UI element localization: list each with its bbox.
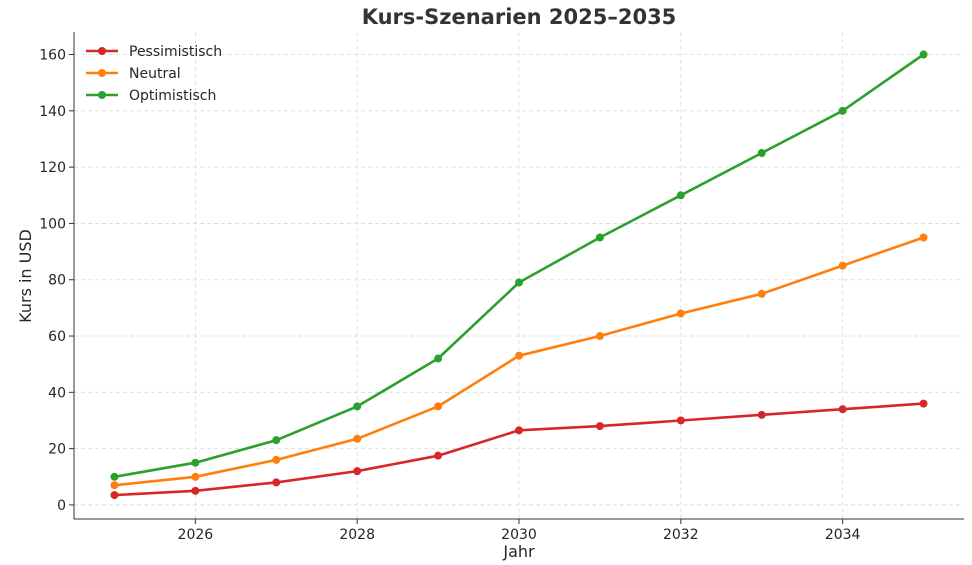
legend-item-pessimistisch: Pessimistisch (86, 44, 222, 60)
x-tick-label: 2032 (663, 527, 699, 543)
data-point-neutral (191, 472, 200, 481)
y-tick-label: 20 (48, 442, 66, 458)
data-point-neutral (595, 332, 604, 341)
x-tick-label: 2034 (825, 527, 861, 543)
legend: Pessimistisch Neutral Optimistisch (86, 44, 222, 104)
data-point-optimistisch (676, 191, 685, 200)
data-point-optimistisch (353, 402, 362, 411)
y-tick-label: 80 (48, 273, 66, 289)
y-axis-label: Kurs in USD (16, 229, 35, 323)
x-ticks: 2026 2028 2030 2032 2034 (178, 519, 861, 543)
data-point-neutral (434, 402, 443, 411)
data-point-pessimistisch (191, 486, 200, 495)
y-tick-label: 160 (39, 48, 66, 64)
data-point-pessimistisch (838, 405, 847, 414)
y-tick-label: 140 (39, 104, 66, 120)
x-tick-label: 2030 (501, 527, 537, 543)
y-tick-label: 100 (39, 216, 66, 232)
legend-item-optimistisch: Optimistisch (86, 88, 216, 104)
data-point-optimistisch (838, 106, 847, 115)
data-point-pessimistisch (353, 467, 362, 476)
data-point-neutral (676, 309, 685, 318)
data-point-optimistisch (757, 149, 766, 158)
data-point-pessimistisch (919, 399, 928, 408)
data-point-neutral (838, 261, 847, 270)
legend-marker (98, 47, 106, 55)
data-point-optimistisch (272, 436, 281, 445)
data-point-optimistisch (110, 472, 119, 481)
grid (74, 32, 964, 519)
data-point-optimistisch (434, 354, 443, 363)
y-tick-label: 0 (57, 498, 66, 514)
data-point-pessimistisch (757, 410, 766, 419)
data-point-optimistisch (515, 278, 523, 287)
data-point-pessimistisch (434, 451, 443, 460)
legend-marker (98, 91, 106, 99)
legend-label: Neutral (129, 66, 181, 82)
y-tick-label: 40 (48, 385, 66, 401)
series (110, 50, 928, 500)
data-point-neutral (919, 233, 928, 242)
data-point-pessimistisch (272, 478, 281, 487)
series-optimistisch (110, 50, 928, 481)
x-tick-label: 2028 (339, 527, 375, 543)
data-point-pessimistisch (676, 416, 685, 425)
series-pessimistisch (110, 399, 928, 500)
chart-title: Kurs-Szenarien 2025–2035 (362, 5, 677, 29)
legend-item-neutral: Neutral (86, 66, 181, 82)
y-tick-label: 60 (48, 329, 66, 345)
data-point-neutral (515, 351, 523, 360)
data-point-neutral (353, 434, 362, 443)
data-point-pessimistisch (110, 491, 119, 500)
y-tick-label: 120 (39, 160, 66, 176)
series-neutral (110, 233, 928, 490)
data-point-optimistisch (919, 50, 928, 59)
data-point-neutral (272, 455, 281, 464)
y-ticks: 0 20 40 60 80 100 120 140 160 (39, 48, 74, 514)
x-tick-label: 2026 (178, 527, 214, 543)
data-point-pessimistisch (515, 426, 523, 435)
x-axis-label: Jahr (502, 542, 535, 561)
data-point-pessimistisch (595, 422, 604, 431)
legend-label: Optimistisch (129, 88, 216, 104)
legend-label: Pessimistisch (129, 44, 222, 60)
data-point-optimistisch (191, 458, 200, 467)
legend-marker (98, 69, 106, 77)
data-point-neutral (757, 289, 766, 298)
data-point-optimistisch (595, 233, 604, 242)
data-point-neutral (110, 481, 119, 490)
